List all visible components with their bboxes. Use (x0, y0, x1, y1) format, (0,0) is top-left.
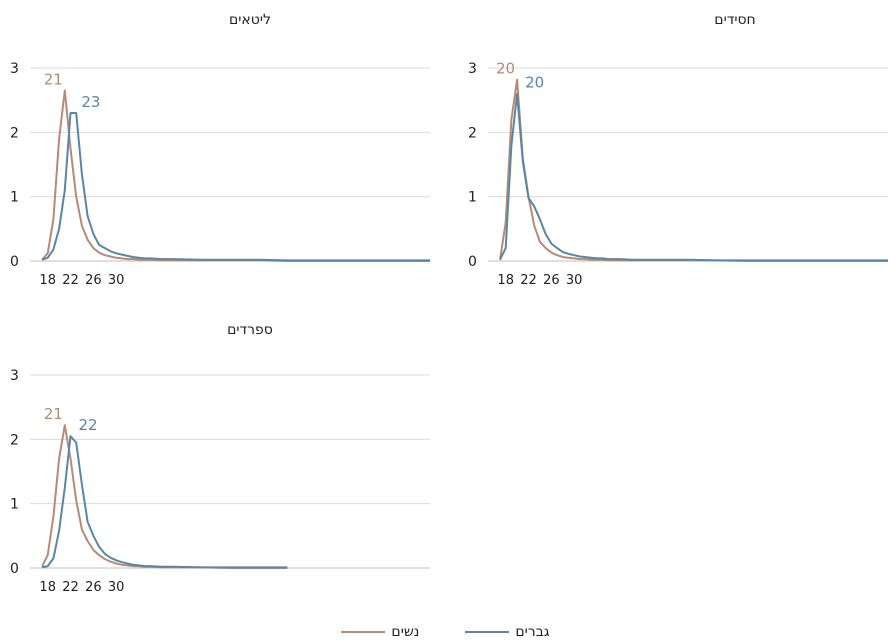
y-tick-label: 1 (10, 497, 19, 513)
series-line-women (41, 89, 430, 262)
legend-label-women: נשים (391, 624, 420, 640)
panel-title: ליטאים (229, 12, 271, 28)
peak-label-women: 21 (44, 71, 63, 89)
legend-swatch-women (341, 631, 386, 633)
peak-label-men: 22 (79, 416, 98, 434)
series-line-women (499, 78, 888, 262)
peak-label-women: 21 (44, 405, 63, 423)
x-tick-label: 18 (39, 273, 56, 288)
y-tick-label: 2 (468, 125, 477, 141)
legend-swatch-men (465, 631, 510, 633)
x-tick-label: 22 (62, 273, 79, 288)
panel-title: חסידים (714, 12, 755, 28)
chart-panel-0: חסידים 0 1 2 3 18 22 26 30 20 20 (468, 12, 888, 288)
peak-label-women: 20 (496, 60, 515, 78)
y-tick-label: 0 (10, 561, 19, 577)
series-line-men (41, 112, 430, 262)
series-line-men (499, 92, 888, 262)
y-tick-label: 3 (468, 61, 477, 77)
legend: נשים גברים (0, 620, 891, 644)
y-tick-label: 2 (10, 432, 19, 448)
y-tick-label: 2 (10, 125, 19, 141)
x-tick-label: 18 (497, 273, 514, 288)
x-tick-label: 26 (85, 580, 102, 595)
x-tick-label: 18 (39, 580, 56, 595)
series-line-women (41, 424, 288, 569)
x-tick-label: 30 (566, 273, 583, 288)
x-tick-label: 22 (62, 580, 79, 595)
y-tick-label: 1 (468, 190, 477, 206)
chart-panel-2: ספרדים 0 1 2 3 18 22 26 30 21 22 (10, 322, 430, 595)
y-tick-label: 1 (10, 190, 19, 206)
legend-label-men: גברים (515, 624, 550, 640)
peak-label-men: 23 (81, 93, 100, 111)
x-tick-label: 26 (85, 273, 102, 288)
x-tick-label: 22 (520, 273, 537, 288)
peak-label-men: 20 (525, 74, 544, 92)
y-tick-label: 0 (10, 254, 19, 270)
x-tick-label: 26 (543, 273, 560, 288)
legend-item-men: גברים (465, 624, 550, 640)
y-tick-label: 3 (10, 61, 19, 77)
series-line-men (41, 435, 288, 569)
legend-item-women: נשים (341, 624, 419, 640)
x-tick-label: 30 (108, 580, 125, 595)
panel-title: ספרדים (227, 322, 273, 338)
y-tick-label: 0 (468, 254, 477, 270)
y-tick-label: 3 (10, 368, 19, 384)
x-tick-label: 30 (108, 273, 125, 288)
